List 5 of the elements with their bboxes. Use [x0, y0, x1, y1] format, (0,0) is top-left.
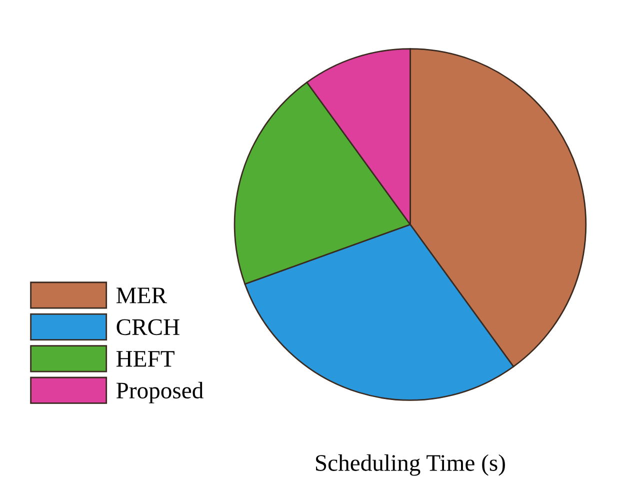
- text: Scheduling Time (s): [316, 454, 505, 476]
- legend-label: CRCH: [116, 319, 180, 336]
- legend-label: Proposed: [116, 382, 204, 404]
- legend-label: MER: [116, 288, 167, 304]
- legend-label: HEFT: [116, 351, 174, 367]
